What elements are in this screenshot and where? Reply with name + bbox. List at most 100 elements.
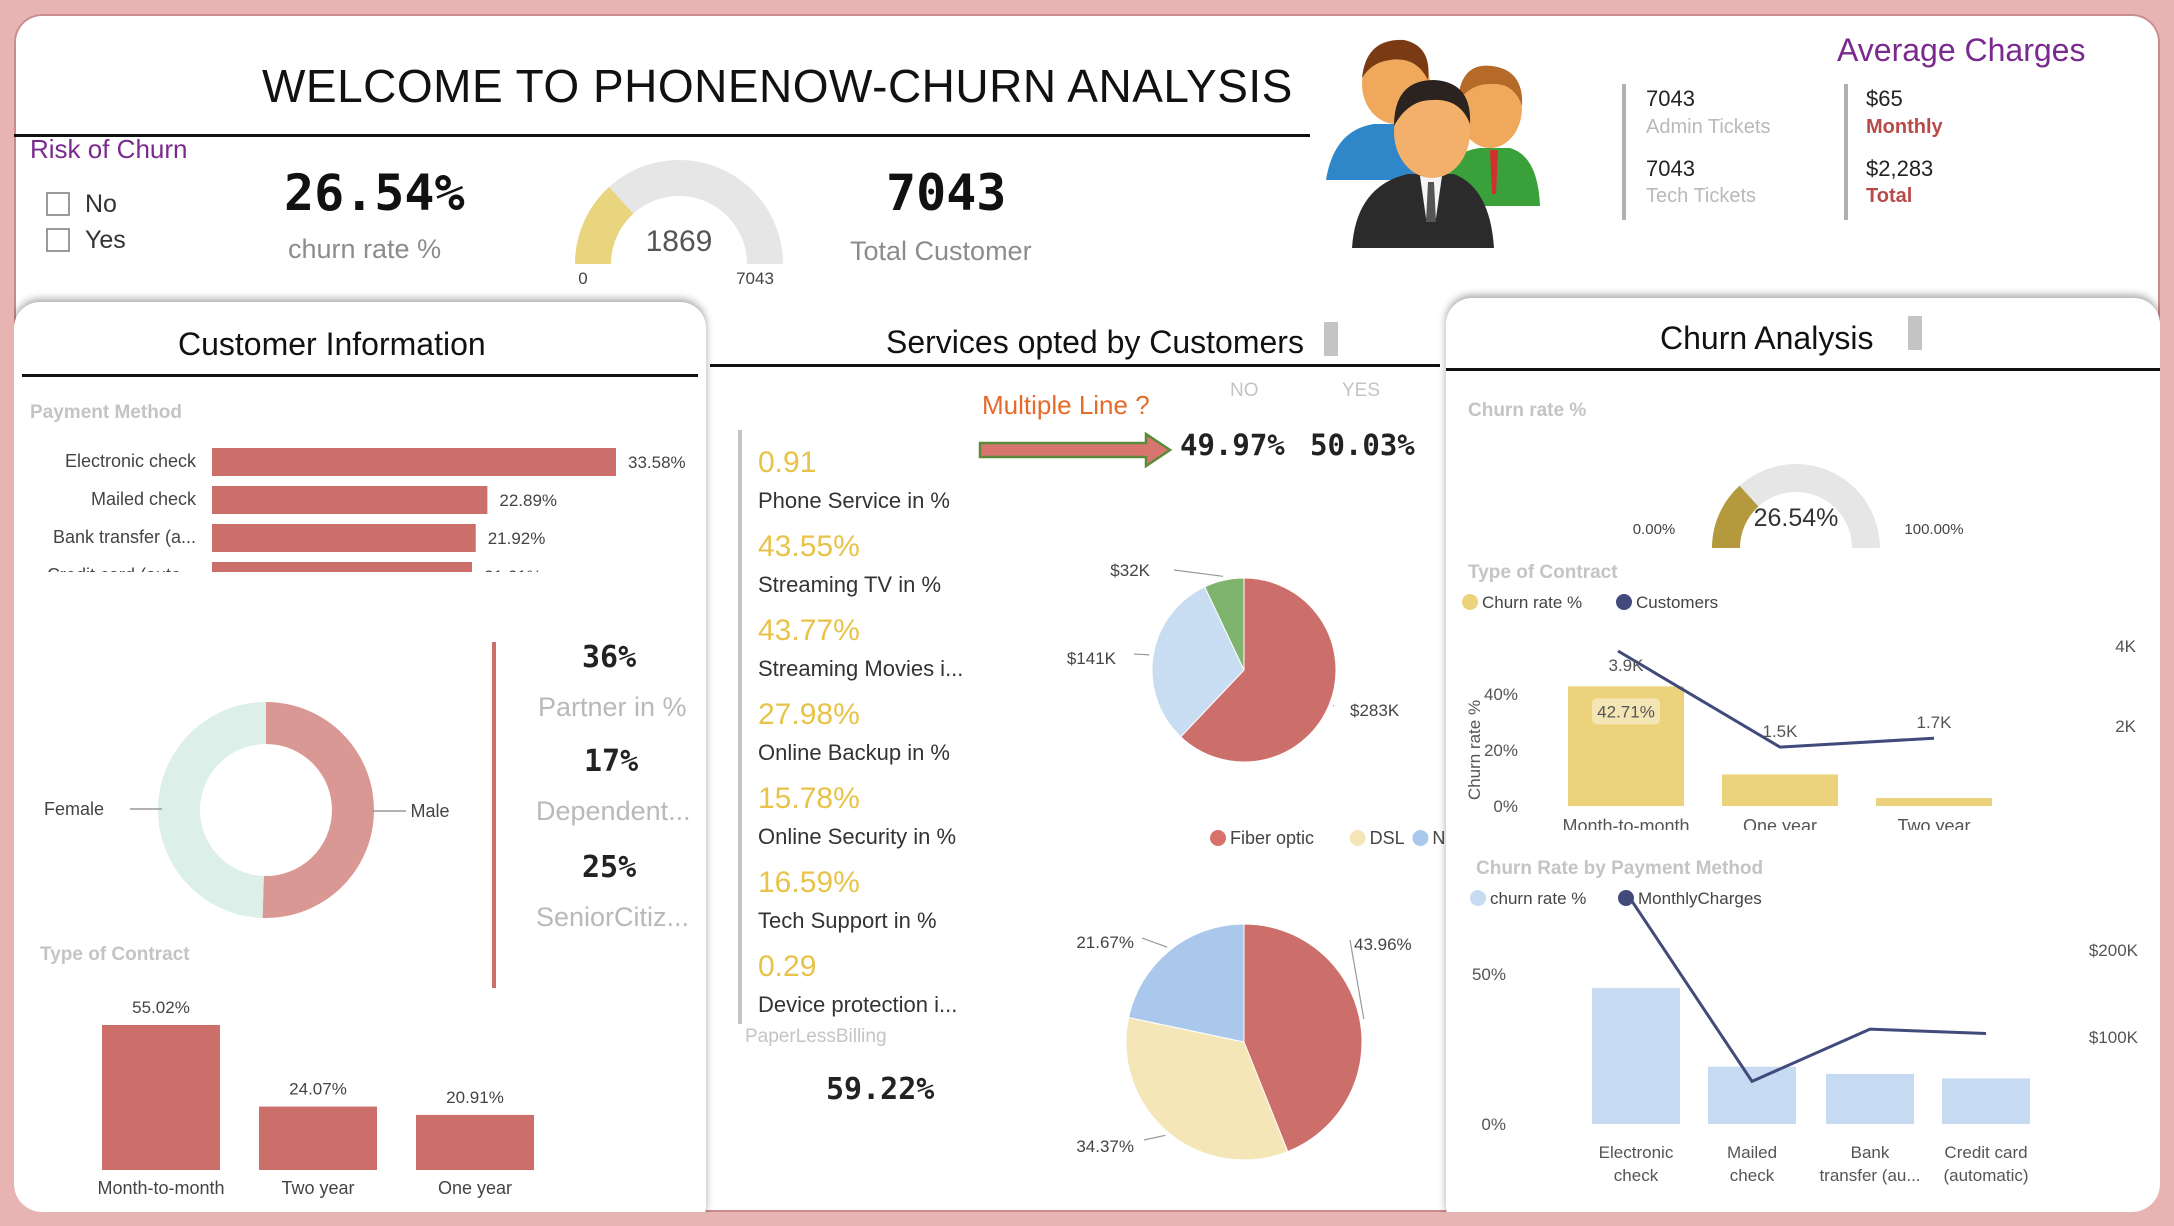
x-tick: Mailed <box>1727 1143 1777 1162</box>
customer-information-title: Customer Information <box>178 326 486 362</box>
gauge-max: 100.00% <box>1904 521 1963 538</box>
service-label: Online Backup in % <box>758 740 950 765</box>
partner-kpi: 36% <box>582 640 637 675</box>
payment-bar-value: 33.58% <box>628 453 686 472</box>
y2-tick: 4K <box>2115 637 2136 656</box>
pie-slice-dsl <box>1151 586 1245 738</box>
pie-slice-no <box>1127 923 1245 1043</box>
contract-section-label: Type of Contract <box>1468 562 1618 583</box>
contract-bar-value: 20.91% <box>446 1088 504 1107</box>
payment-bar-value: 22.89% <box>499 491 557 510</box>
gender-donut-chart: Female Male <box>44 702 450 918</box>
risk-of-churn-label: Risk of Churn <box>30 134 188 164</box>
total-charges-value: $2,283 <box>1866 156 1934 181</box>
service-label: Tech Support in % <box>758 908 937 933</box>
x-tick: Bank <box>1851 1143 1890 1162</box>
bar-data-label: 42.71% <box>1597 702 1655 721</box>
legend-marker <box>1210 830 1226 846</box>
y2-tick: 2K <box>2115 717 2136 736</box>
payment-bar-value: 21.92% <box>488 529 546 548</box>
pie-label: 21.67% <box>1076 933 1134 952</box>
senior-citizen-kpi: 25% <box>582 850 637 885</box>
pie-leader <box>1133 653 1150 656</box>
payment-combo-chart: churn rate % MonthlyCharges 0% 50% $100K $200… <box>1470 889 2139 1185</box>
monthly-charges-value: $65 <box>1866 86 1903 111</box>
line-data-label: 3.9K <box>1609 656 1645 675</box>
churn-analysis-title: Churn Analysis <box>1660 320 1874 356</box>
contract-bar-label: Month-to-month <box>97 1178 224 1198</box>
legend-marker <box>1618 890 1634 906</box>
payment-bar-label: Bank transfer (a... <box>53 527 196 547</box>
x-tick: Credit card <box>1944 1143 2027 1162</box>
donut-slice-male <box>262 702 374 918</box>
pie-leader <box>1173 569 1224 577</box>
payment-bar-label: Mailed check <box>91 489 197 509</box>
service-label: Streaming TV in % <box>758 572 942 597</box>
services-scroll-stub[interactable] <box>1324 322 1338 356</box>
pie-label: $283K <box>1350 701 1400 720</box>
legend-marker <box>1412 830 1429 846</box>
y2-tick: $200K <box>2089 941 2139 960</box>
multiple-line-label: Multiple Line ? <box>982 390 1150 420</box>
churn-analysis-scroll-stub[interactable] <box>1908 316 1922 350</box>
service-value: 27.98% <box>758 698 860 731</box>
pie-leader <box>1141 937 1168 948</box>
churn-rate-kpi-label: churn rate % <box>288 234 442 264</box>
multiple-line-no-value: 49.97% <box>1180 428 1285 462</box>
dependents-kpi: 17% <box>584 744 639 779</box>
contract-bar <box>416 1114 534 1170</box>
payment-bar-label: Credit card (auto... <box>47 565 196 572</box>
internet-charges-pie: $283K $141K $32K <box>1067 561 1400 763</box>
x-tick: Electronic <box>1599 1143 1674 1162</box>
partner-label: Partner in % <box>538 692 687 722</box>
internet-share-pie: 43.96% 34.37% 21.67% <box>1076 923 1412 1161</box>
contract-bar-label: One year <box>438 1178 512 1198</box>
pie-leader <box>1349 939 1365 1020</box>
gauge-fill <box>575 186 634 265</box>
total-customer-label: Total Customer <box>850 236 1032 266</box>
churn-analysis-card: Churn Analysis Churn rate % 26.54% 0.00%… <box>1446 298 2160 1212</box>
internet-service-legend: Fiber optic DSL No <box>1210 828 1455 848</box>
legend-label: Churn rate % <box>1482 593 1582 612</box>
churn-rate-gauge: 26.54% 0.00% 100.00% <box>1633 464 1964 549</box>
services-list-divider <box>738 430 742 1024</box>
donut-label-female: Female <box>44 799 104 819</box>
churn-rate-kpi: 26.54% <box>284 164 465 222</box>
gauge-min: 0.00% <box>1633 521 1676 538</box>
pie-label: 34.37% <box>1076 1137 1134 1156</box>
risk-yes-checkbox[interactable] <box>46 228 70 252</box>
service-value: 43.55% <box>758 530 860 563</box>
legend-label: Fiber optic <box>1230 828 1314 848</box>
type-of-contract-label: Type of Contract <box>40 944 190 965</box>
risk-no-checkbox[interactable] <box>46 192 70 216</box>
customers-line <box>1617 649 1935 749</box>
churn-rate-bar <box>1592 988 1680 1124</box>
payment-method-bar-chart: Electronic check 33.58% Mailed check 22.89%… <box>47 448 686 572</box>
y-tick: 0% <box>1493 797 1518 816</box>
risk-no-label[interactable]: No <box>85 190 117 218</box>
arrow-icon <box>978 431 1173 469</box>
gauge-fill <box>1712 485 1759 549</box>
service-value: 0.29 <box>758 950 817 983</box>
dependents-label: Dependent... <box>536 796 691 826</box>
multiple-line-yes-header: YES <box>1342 380 1381 401</box>
x-tick: check <box>1730 1166 1775 1185</box>
payment-bar <box>212 486 488 514</box>
gauge-value: 26.54% <box>1754 504 1839 532</box>
total-customer-kpi: 7043 <box>886 164 1007 222</box>
total-charges-label: Total <box>1866 185 1913 207</box>
x-tick: transfer (au... <box>1819 1166 1920 1185</box>
y-tick: 40% <box>1484 685 1518 704</box>
churn-rate-bar <box>1708 1066 1796 1124</box>
x-tick: Month-to-month <box>1562 816 1689 830</box>
payment-bar <box>212 448 616 476</box>
service-label: Phone Service in % <box>758 488 950 513</box>
bar-data-label-box <box>1592 698 1660 725</box>
service-value: 15.78% <box>758 782 860 815</box>
contract-bar-value: 24.07% <box>289 1080 347 1099</box>
admin-tickets-label: Admin Tickets <box>1646 116 1771 138</box>
legend-label: DSL <box>1370 828 1405 848</box>
churn-rate-bar <box>1826 1073 1914 1124</box>
payment-bar <box>212 524 476 552</box>
risk-yes-label[interactable]: Yes <box>85 226 126 254</box>
